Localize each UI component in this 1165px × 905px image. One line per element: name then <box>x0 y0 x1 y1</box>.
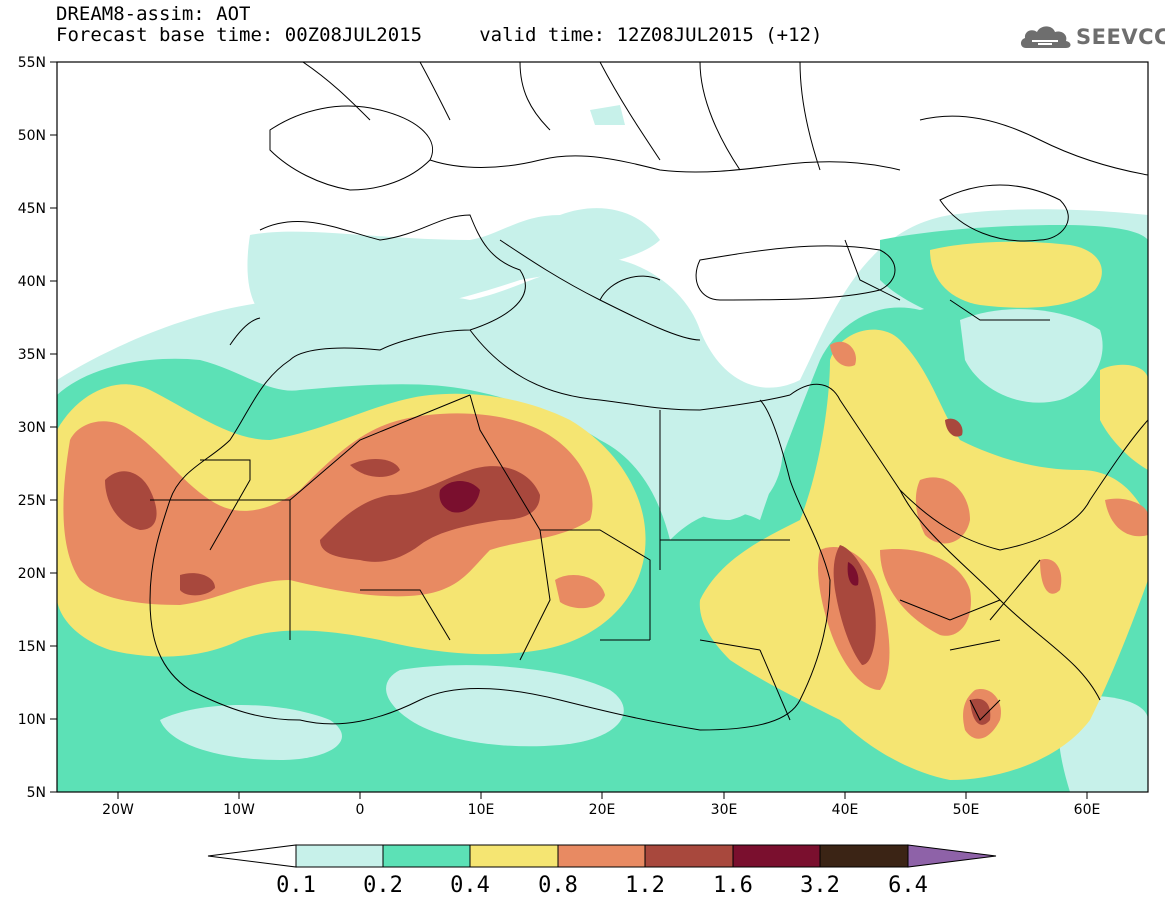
lon-label: 40E <box>832 802 859 818</box>
lat-label: 20N <box>18 566 46 582</box>
colorbar-label: 0.4 <box>450 873 490 898</box>
chart-title: DREAM8-assim: AOT <box>56 3 251 25</box>
aot-field <box>57 62 1148 792</box>
lon-label: 30E <box>711 802 738 818</box>
lon-label: 50E <box>953 802 980 818</box>
aot-contour-1.6 <box>439 481 480 513</box>
colorbar-label: 1.2 <box>625 873 665 898</box>
lat-label: 25N <box>18 493 46 509</box>
colorbar-low-arrow <box>207 844 297 868</box>
lat-label: 40N <box>18 274 46 290</box>
lat-label: 10N <box>18 712 46 728</box>
lat-label: 35N <box>18 347 46 363</box>
colorbar-label: 0.2 <box>363 873 403 898</box>
aot-contour-0.8 <box>63 413 593 605</box>
colorbar-bin <box>732 844 821 868</box>
lat-label: 55N <box>18 55 46 71</box>
lat-label: 15N <box>18 639 46 655</box>
colorbar-label: 0.8 <box>538 873 578 898</box>
colorbar-bin <box>382 844 471 868</box>
forecast-times: Forecast base time: 00Z08JUL2015 valid t… <box>56 24 823 46</box>
lon-label: 10E <box>468 802 495 818</box>
lat-label: 50N <box>18 128 46 144</box>
logo-text: SEEVCCC <box>1076 25 1165 49</box>
lon-label: 10W <box>223 802 255 818</box>
colorbar-bin <box>557 844 646 868</box>
lon-label: 60E <box>1074 802 1101 818</box>
lon-label: 0 <box>356 802 365 818</box>
axis-ticks <box>50 61 1088 799</box>
colorbar-label: 1.6 <box>713 873 753 898</box>
colorbar-label: 6.4 <box>888 873 928 898</box>
colorbar-bin <box>644 844 734 868</box>
colorbar-bin <box>469 844 559 868</box>
aot-contour-1.2 <box>105 471 157 530</box>
lon-label: 20E <box>589 802 616 818</box>
colorbar-label: 0.1 <box>276 873 316 898</box>
coastlines <box>57 62 1148 790</box>
cloud-icon <box>1020 26 1071 48</box>
lat-label: 5N <box>27 785 46 801</box>
lon-label: 20W <box>102 802 134 818</box>
lat-label: 45N <box>18 201 46 217</box>
seevccc-logo: SEEVCCC <box>1018 22 1165 52</box>
colorbar-high-arrow <box>907 844 997 868</box>
colorbar-label: 3.2 <box>800 873 840 898</box>
lat-label: 30N <box>18 420 46 436</box>
colorbar-bin <box>295 844 384 868</box>
colorbar <box>207 844 997 868</box>
colorbar-bin <box>819 844 909 868</box>
